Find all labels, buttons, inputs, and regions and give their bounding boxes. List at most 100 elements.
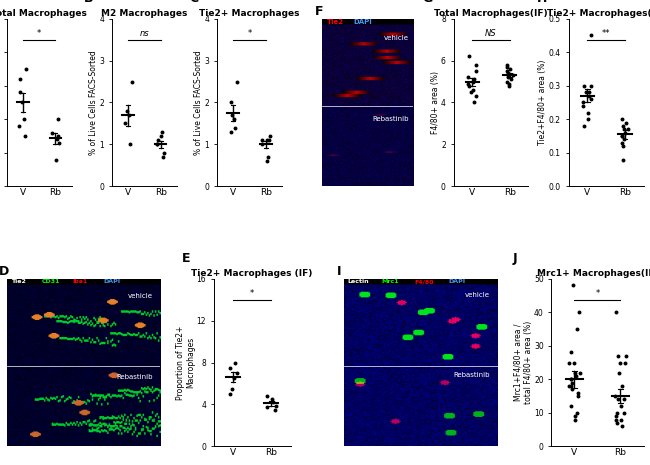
- Text: vehicle: vehicle: [127, 293, 153, 299]
- Point: [471, 93, 481, 100]
- Text: *: *: [250, 289, 254, 298]
- Title: Total Macrophages: Total Macrophages: [0, 9, 87, 18]
- Point: [570, 369, 580, 376]
- Point: [586, 32, 596, 39]
- Point: [503, 80, 514, 87]
- Text: Tie2: Tie2: [11, 279, 26, 285]
- Point: [15, 75, 25, 83]
- Point: [583, 109, 593, 116]
- Point: [569, 412, 580, 420]
- Point: [505, 65, 515, 73]
- Point: [231, 78, 242, 85]
- Point: [226, 128, 236, 136]
- Point: [618, 126, 629, 133]
- Point: [617, 133, 627, 140]
- Point: [616, 133, 627, 140]
- Text: *: *: [595, 289, 599, 298]
- Point: [578, 99, 588, 106]
- Point: [156, 133, 166, 140]
- Point: [568, 359, 578, 366]
- Y-axis label: % of Live Cells FACS-Sorted: % of Live Cells FACS-Sorted: [194, 50, 203, 155]
- Text: I: I: [337, 265, 341, 278]
- Point: [617, 139, 627, 146]
- Point: [613, 352, 623, 359]
- Point: [578, 102, 588, 110]
- Point: [502, 78, 512, 85]
- Point: [508, 72, 518, 79]
- Point: [620, 129, 630, 136]
- Point: [226, 99, 236, 106]
- Point: [466, 88, 476, 96]
- Text: NS: NS: [485, 29, 497, 38]
- Point: [263, 137, 273, 144]
- Point: [229, 374, 239, 382]
- Point: [230, 124, 240, 132]
- Point: [579, 122, 590, 130]
- Point: [612, 419, 622, 426]
- Point: [573, 392, 584, 400]
- Point: [257, 137, 267, 144]
- Point: [18, 115, 29, 123]
- Point: [506, 76, 516, 83]
- Text: F: F: [315, 5, 324, 18]
- Title: Mrc1+ Macrophages(IF): Mrc1+ Macrophages(IF): [537, 269, 650, 278]
- Point: [463, 73, 473, 81]
- Text: Rebastinib: Rebastinib: [454, 372, 490, 379]
- Point: [612, 409, 622, 417]
- Point: [268, 399, 278, 406]
- Point: [566, 376, 576, 383]
- Point: [566, 376, 576, 383]
- Point: [502, 69, 513, 77]
- Point: [567, 379, 577, 386]
- Point: [262, 392, 272, 400]
- Y-axis label: F4/80+ area (%): F4/80+ area (%): [430, 71, 439, 134]
- Point: [617, 115, 627, 123]
- Point: [579, 82, 590, 89]
- Point: [261, 158, 272, 165]
- Title: M2 Macrophages: M2 Macrophages: [101, 9, 187, 18]
- Point: [567, 385, 577, 393]
- Point: [265, 133, 275, 140]
- Point: [502, 72, 513, 79]
- Point: [618, 396, 629, 403]
- Point: [572, 325, 582, 332]
- Point: [159, 149, 170, 157]
- Point: [620, 359, 630, 366]
- Text: ns: ns: [140, 29, 149, 38]
- Point: [616, 402, 627, 410]
- Point: [504, 82, 514, 89]
- Point: [615, 359, 625, 366]
- Text: F4/80: F4/80: [415, 279, 434, 285]
- Point: [229, 115, 239, 123]
- Text: vehicle: vehicle: [465, 292, 490, 298]
- Point: [257, 141, 268, 148]
- Point: [611, 308, 621, 316]
- Point: [503, 73, 514, 81]
- Point: [566, 349, 576, 356]
- Point: [618, 122, 628, 130]
- Point: [53, 133, 64, 140]
- Point: [263, 153, 274, 161]
- Y-axis label: Tie2+F4/80+ area (%): Tie2+F4/80+ area (%): [538, 60, 547, 145]
- Point: [621, 119, 631, 126]
- Point: [122, 107, 132, 114]
- Point: [53, 115, 63, 123]
- Point: [227, 385, 237, 392]
- Text: DAPI: DAPI: [448, 279, 465, 285]
- Point: [159, 153, 169, 161]
- Text: J: J: [513, 252, 517, 265]
- Point: [230, 359, 240, 366]
- Point: [573, 389, 583, 397]
- Point: [502, 61, 512, 68]
- Point: [583, 115, 593, 123]
- Point: [564, 359, 575, 366]
- Point: [570, 416, 580, 423]
- Point: [463, 80, 473, 87]
- Text: G: G: [422, 0, 432, 5]
- Point: [584, 89, 594, 96]
- Point: [46, 129, 57, 136]
- Point: [616, 416, 626, 423]
- Point: [501, 63, 512, 71]
- Point: [153, 137, 163, 144]
- Point: [568, 282, 578, 289]
